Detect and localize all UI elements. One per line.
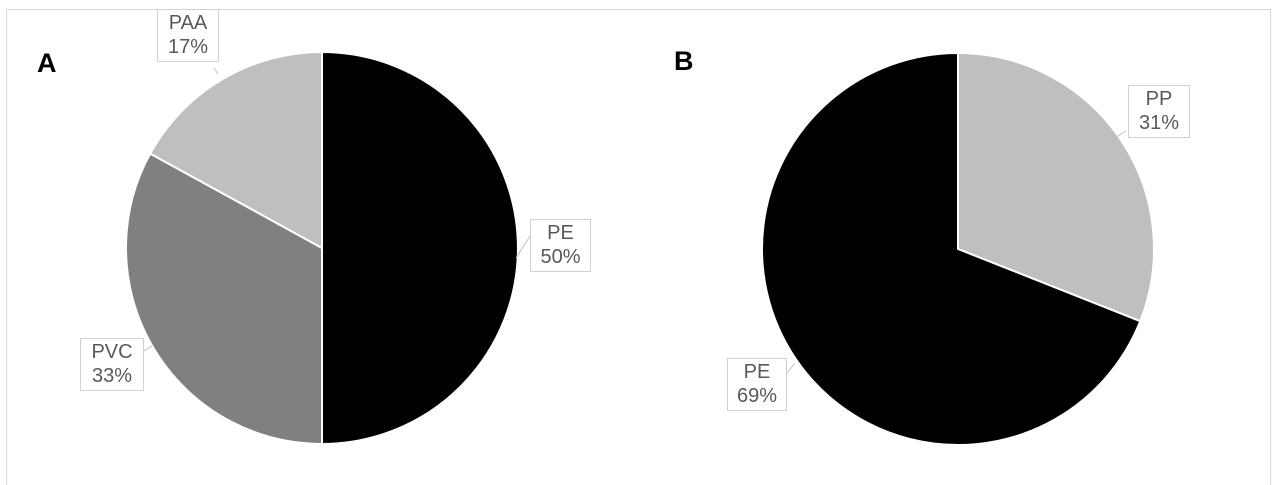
- leader-line-pe: [515, 235, 531, 259]
- pie-slice-pe: [321, 51, 519, 445]
- slice-name: PAA: [168, 12, 208, 34]
- leader-line-paa: [213, 67, 219, 75]
- pie-slice-pe: [761, 52, 1142, 446]
- data-label-pvc-a: PVC 33%: [80, 338, 144, 391]
- slice-name: PE: [743, 361, 771, 383]
- pie-slice-pvc: [125, 152, 323, 445]
- pie-slice-pp: [957, 52, 1155, 323]
- leader-line-pe: [786, 362, 796, 374]
- slice-name: PVC: [91, 341, 133, 363]
- slice-percent: 69%: [736, 385, 778, 407]
- data-label-pe-a: PE 50%: [530, 219, 591, 272]
- slice-name: PP: [1145, 88, 1173, 110]
- panel-label-a: A: [37, 48, 57, 78]
- data-label-pp-b: PP 31%: [1128, 85, 1190, 138]
- leader-line-pp: [1107, 130, 1127, 143]
- data-label-paa-a: PAA 17%: [157, 9, 219, 62]
- slice-percent: 50%: [540, 246, 581, 268]
- pie-slice-paa: [149, 51, 323, 249]
- panel-label-b: B: [674, 46, 694, 76]
- slice-percent: 31%: [1138, 112, 1180, 134]
- data-label-pe-b: PE 69%: [727, 358, 787, 411]
- slice-percent: 17%: [167, 36, 209, 58]
- slice-percent: 33%: [91, 365, 133, 387]
- slice-name: PE: [547, 222, 574, 244]
